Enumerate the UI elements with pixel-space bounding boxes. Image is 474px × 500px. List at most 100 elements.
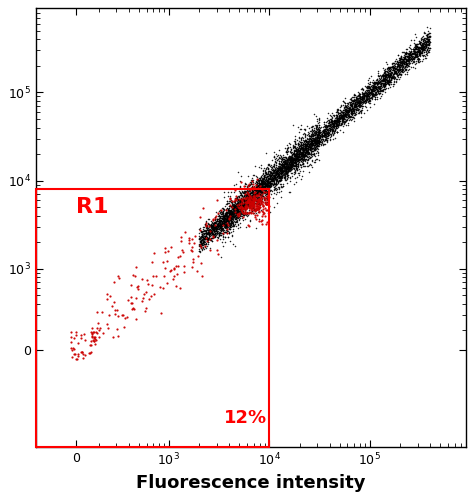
Point [341, 112, 348, 120]
Point [297, 161, 304, 169]
Point [253, 182, 261, 190]
Point [200, 235, 207, 243]
Point [234, 212, 242, 220]
Point [302, 144, 310, 152]
Point [256, 182, 264, 190]
Point [345, 112, 352, 120]
Point [392, 67, 400, 75]
Point [227, 214, 234, 222]
Point [247, 196, 255, 204]
Point [294, 146, 302, 154]
Point [301, 156, 309, 164]
Point [273, 162, 280, 170]
Point [296, 148, 304, 156]
Point [394, 61, 401, 69]
Point [283, 164, 291, 172]
Point [405, 54, 412, 62]
Point [398, 65, 406, 73]
Point [290, 161, 298, 169]
Point [286, 156, 293, 164]
Point [209, 222, 217, 230]
Point [90, 334, 97, 342]
Point [213, 217, 221, 225]
Point [405, 59, 412, 67]
Point [409, 58, 417, 66]
Point [268, 174, 276, 182]
Point [287, 152, 294, 160]
Point [208, 222, 216, 230]
Point [238, 207, 246, 215]
Point [413, 52, 421, 60]
Point [96, 324, 103, 332]
Point [373, 78, 380, 86]
Point [233, 210, 240, 218]
Point [394, 72, 402, 80]
Point [200, 222, 208, 230]
Point [241, 196, 249, 203]
Point [255, 202, 263, 210]
Point [328, 126, 336, 134]
Point [266, 172, 273, 180]
Point [314, 149, 322, 157]
Point [254, 194, 261, 202]
Point [342, 102, 349, 110]
Point [287, 152, 294, 160]
Point [348, 105, 356, 113]
Point [234, 206, 241, 214]
Point [424, 33, 432, 41]
Point [354, 92, 362, 100]
Point [301, 142, 309, 150]
Point [263, 188, 270, 196]
Point [329, 121, 337, 129]
Point [375, 87, 383, 95]
Point [254, 192, 261, 200]
Point [312, 130, 319, 138]
Point [384, 72, 392, 80]
Point [381, 64, 389, 72]
Point [285, 152, 293, 160]
Point [339, 109, 347, 117]
Point [360, 92, 368, 100]
Point [415, 48, 422, 56]
Point [235, 186, 243, 194]
Point [273, 168, 280, 176]
Point [395, 60, 403, 68]
Point [248, 197, 256, 205]
Point [230, 202, 238, 210]
Point [69, 344, 76, 352]
Point [364, 86, 372, 94]
Point [259, 166, 267, 174]
Point [198, 232, 206, 240]
Point [376, 86, 384, 94]
Point [351, 105, 358, 113]
Point [255, 207, 263, 215]
Point [374, 67, 382, 75]
Point [350, 96, 357, 104]
Point [156, 283, 164, 291]
Point [246, 180, 253, 188]
Point [302, 144, 310, 152]
Point [319, 124, 327, 132]
Point [423, 45, 431, 53]
Point [309, 122, 316, 130]
Point [421, 52, 428, 60]
Point [365, 74, 373, 82]
Point [358, 86, 365, 94]
Point [299, 150, 307, 158]
Point [264, 184, 271, 192]
Point [270, 173, 278, 181]
Point [248, 200, 256, 208]
Point [224, 200, 231, 207]
Point [355, 88, 362, 96]
Point [225, 206, 233, 214]
Point [401, 64, 409, 72]
Point [351, 101, 359, 109]
Point [235, 210, 242, 218]
Point [383, 72, 391, 80]
Point [275, 184, 283, 192]
Point [292, 142, 299, 150]
Point [223, 222, 231, 230]
Point [259, 192, 267, 200]
Point [251, 194, 258, 202]
Point [130, 306, 138, 314]
